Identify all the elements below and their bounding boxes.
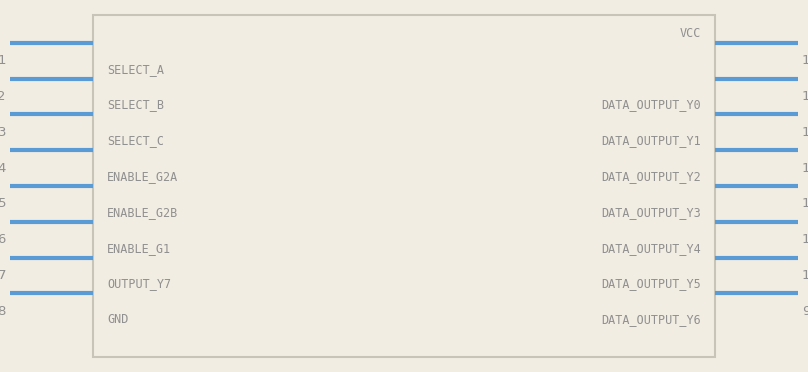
Text: DATA_OUTPUT_Y5: DATA_OUTPUT_Y5 [601, 278, 701, 290]
Text: 7: 7 [0, 269, 6, 282]
Text: 16: 16 [802, 54, 808, 67]
Text: ENABLE_G2B: ENABLE_G2B [107, 206, 179, 219]
Text: DATA_OUTPUT_Y2: DATA_OUTPUT_Y2 [601, 170, 701, 183]
Text: SELECT_A: SELECT_A [107, 62, 164, 76]
FancyBboxPatch shape [93, 15, 715, 357]
Text: 13: 13 [802, 161, 808, 174]
Text: DATA_OUTPUT_Y1: DATA_OUTPUT_Y1 [601, 134, 701, 147]
Text: 8: 8 [0, 305, 6, 318]
Text: SELECT_B: SELECT_B [107, 99, 164, 112]
Text: ENABLE_G2A: ENABLE_G2A [107, 170, 179, 183]
Text: 12: 12 [802, 198, 808, 211]
Text: DATA_OUTPUT_Y3: DATA_OUTPUT_Y3 [601, 206, 701, 219]
Text: OUTPUT_Y7: OUTPUT_Y7 [107, 278, 171, 290]
Text: 3: 3 [0, 126, 6, 139]
Text: 5: 5 [0, 198, 6, 211]
Text: 10: 10 [802, 269, 808, 282]
Text: GND: GND [107, 313, 128, 326]
Text: 4: 4 [0, 161, 6, 174]
Text: ENABLE_G1: ENABLE_G1 [107, 241, 171, 254]
Text: DATA_OUTPUT_Y0: DATA_OUTPUT_Y0 [601, 99, 701, 112]
Text: 1: 1 [0, 54, 6, 67]
Text: DATA_OUTPUT_Y4: DATA_OUTPUT_Y4 [601, 241, 701, 254]
Text: SELECT_C: SELECT_C [107, 134, 164, 147]
Text: DATA_OUTPUT_Y6: DATA_OUTPUT_Y6 [601, 313, 701, 326]
Text: 14: 14 [802, 126, 808, 139]
Text: 6: 6 [0, 233, 6, 246]
Text: 15: 15 [802, 90, 808, 103]
Text: VCC: VCC [680, 27, 701, 40]
Text: 11: 11 [802, 233, 808, 246]
Text: 9: 9 [802, 305, 808, 318]
Text: 2: 2 [0, 90, 6, 103]
